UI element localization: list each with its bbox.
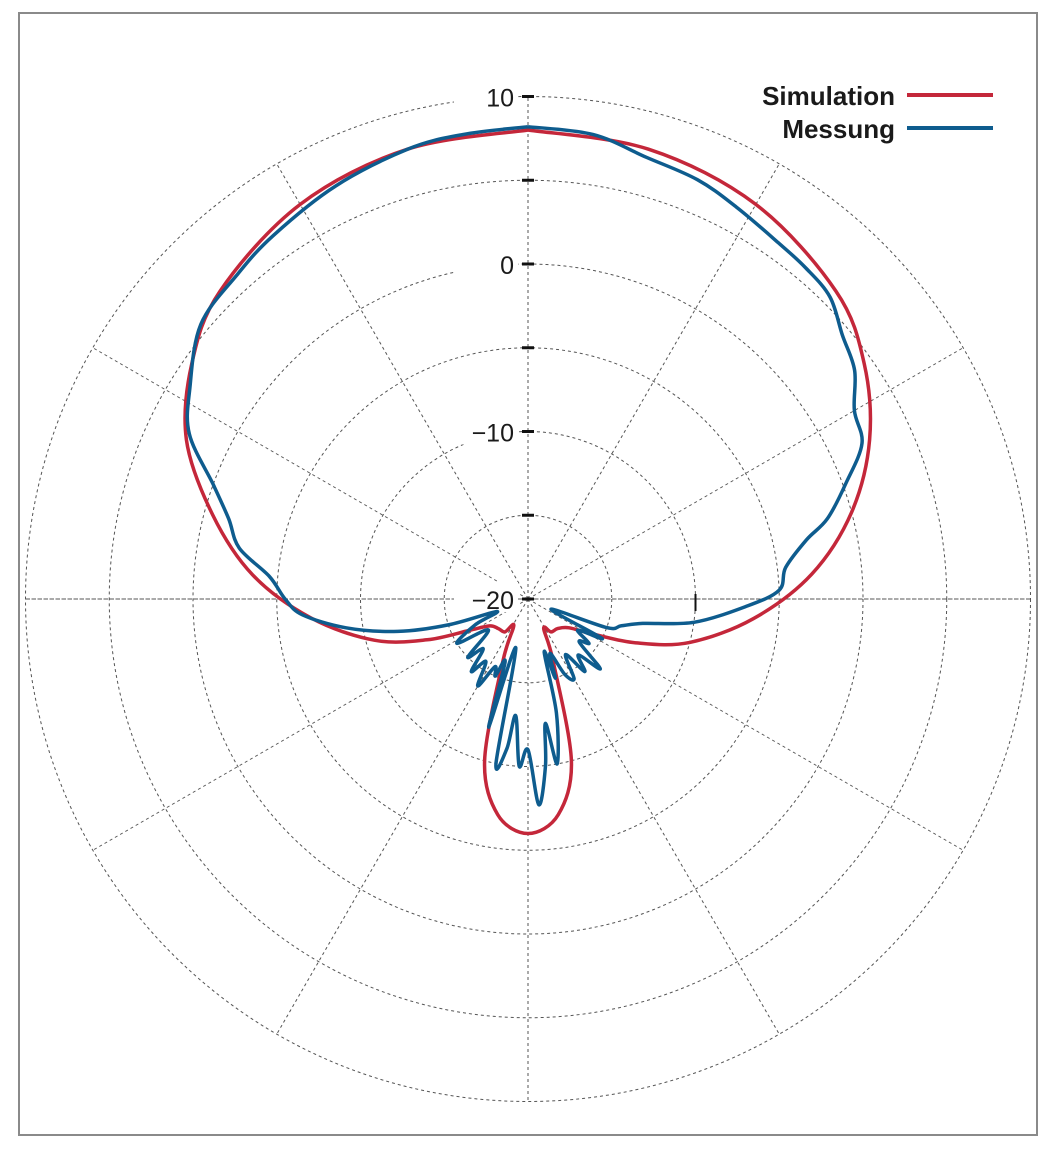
tick-label-bg [454,79,518,110]
tick-label: 0 [500,252,514,280]
series-layer [183,124,873,836]
legend-label-simulation: Simulation [762,81,895,111]
radial-axis-ticks: 10 0 −10 −20 [454,79,697,615]
tick-label: −10 [472,420,514,448]
series-line-simulation [183,128,873,836]
tick-label: −20 [472,587,514,615]
grid-spoke [527,598,780,1035]
grid-ring [108,179,948,1019]
tick-label-bg [454,414,518,445]
series-line-messung [185,124,864,807]
legend-label-messung: Messung [782,114,895,144]
grid-spoke [276,598,529,1035]
tick-label: 10 [486,85,514,113]
tick-label-bg [454,247,518,277]
tick-label-bg [454,582,518,612]
grid-ring [443,514,613,684]
